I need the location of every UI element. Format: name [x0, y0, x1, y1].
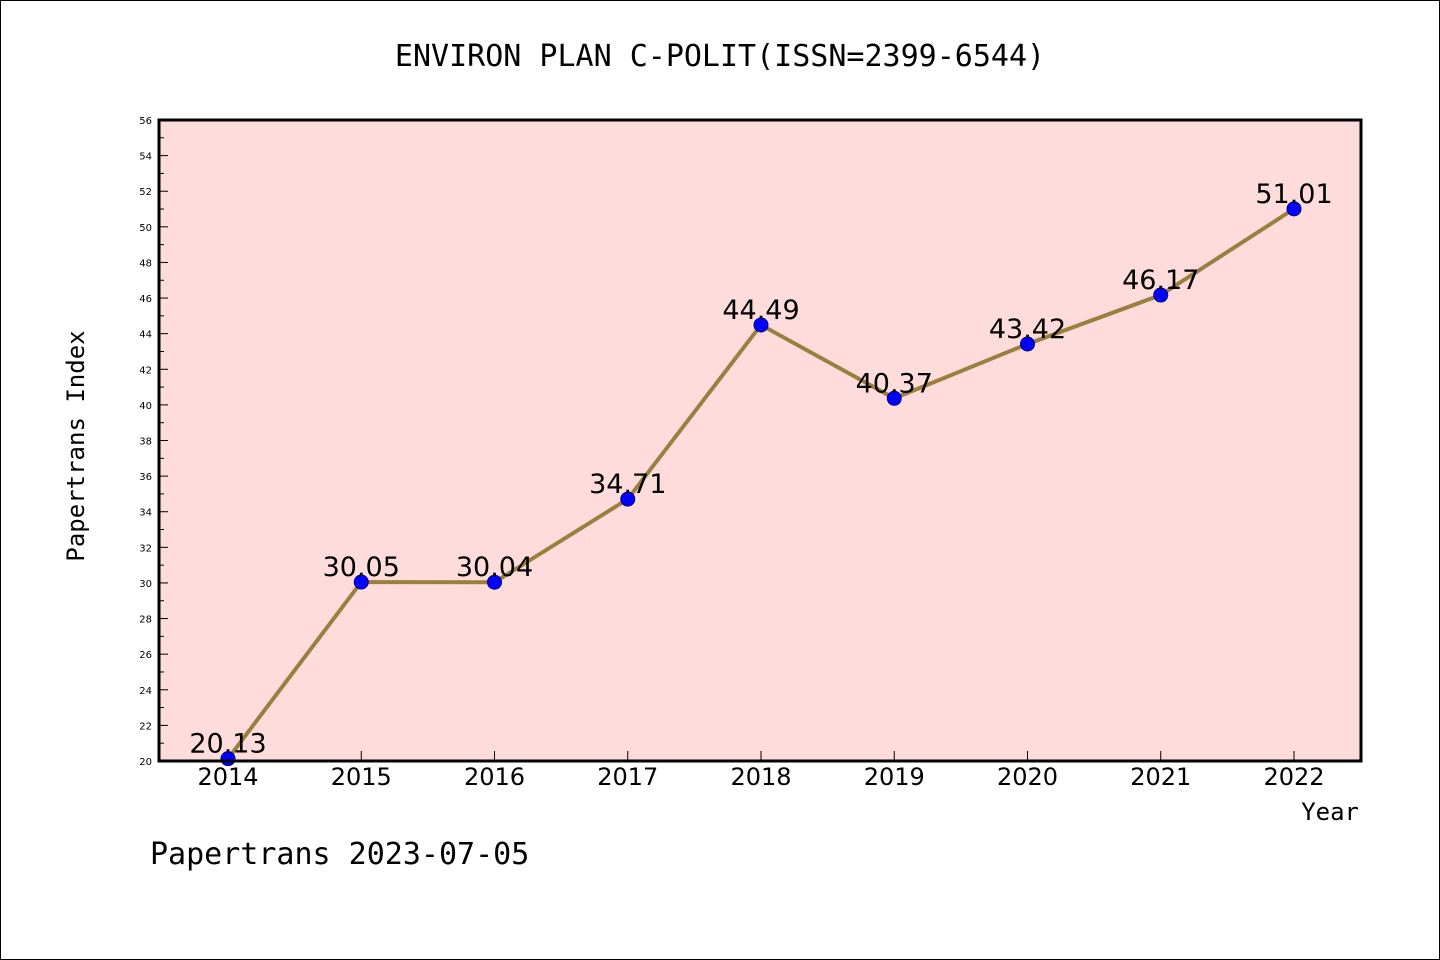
data-label: 20.13: [189, 729, 266, 760]
y-tick-label: 24: [139, 686, 152, 697]
data-label: 44.49: [722, 295, 799, 326]
y-tick-label: 22: [139, 721, 152, 732]
y-axis-ticks: 20 22 24 26 28 30 32 34 36 38 40 42 44 46 48 50 52 54 56: [139, 116, 168, 768]
data-label: 46.17: [1122, 265, 1199, 296]
y-tick-label: 54: [139, 152, 152, 163]
y-tick-label: 20: [139, 757, 152, 768]
data-point: [1020, 336, 1035, 352]
y-tick-label: 28: [139, 615, 152, 626]
data-point: [353, 574, 369, 590]
y-tick-label: 42: [139, 365, 152, 376]
data-point: [487, 574, 502, 590]
data-label: 34.71: [589, 469, 666, 500]
plot-area: [159, 120, 1361, 761]
y-tick-label: 50: [139, 223, 152, 234]
x-tick-label: 2020: [997, 763, 1058, 791]
data-label: 51.01: [1255, 179, 1332, 210]
y-tick-label: 34: [139, 508, 152, 519]
x-tick-label: 2014: [197, 763, 258, 791]
data-label: 30.05: [323, 552, 400, 583]
y-tick-label: 56: [139, 116, 152, 127]
data-point: [753, 317, 769, 333]
data-point: [1153, 287, 1169, 303]
data-label: 43.42: [989, 314, 1066, 345]
data-label: 30.04: [456, 552, 533, 583]
x-tick-label: 2017: [597, 763, 658, 791]
y-tick-label: 44: [139, 330, 152, 341]
data-label: 40.37: [856, 368, 933, 399]
data-point: [1286, 201, 1302, 217]
x-tick-label: 2021: [1130, 763, 1191, 791]
y-tick-label: 36: [139, 472, 152, 483]
y-tick-label: 52: [139, 187, 152, 198]
x-tick-label: 2019: [864, 763, 925, 791]
chart-title: ENVIRON PLAN C-POLIT(ISSN=2399-6544): [395, 39, 1045, 74]
x-tick-label: 2022: [1263, 763, 1324, 791]
x-axis-ticks: 2014 2015 2016 2017 2018 2019 2020 2021 2022: [197, 751, 1325, 791]
y-tick-label: 32: [139, 543, 152, 554]
x-tick-label: 2015: [331, 763, 392, 791]
footer-stamp: Papertrans 2023-07-05: [150, 837, 529, 872]
y-axis-title: Papertrans Index: [62, 330, 90, 561]
data-labels: 20.13 30.05 30.04 34.71 44.49 40.37 43.42 46.17…: [189, 179, 1332, 760]
x-tick-label: 2016: [464, 763, 525, 791]
y-tick-label: 38: [139, 437, 152, 448]
y-tick-label: 26: [139, 650, 152, 661]
y-tick-label: 30: [139, 579, 152, 590]
data-point: [620, 491, 636, 507]
data-point: [886, 390, 902, 406]
y-tick-label: 40: [139, 401, 152, 412]
data-markers: [220, 201, 1302, 767]
y-tick-label: 46: [139, 294, 152, 305]
x-tick-label: 2018: [730, 763, 791, 791]
plot-frame: [157, 118, 1363, 763]
x-axis-title: Year: [1301, 798, 1359, 826]
y-tick-label: 48: [139, 258, 152, 269]
